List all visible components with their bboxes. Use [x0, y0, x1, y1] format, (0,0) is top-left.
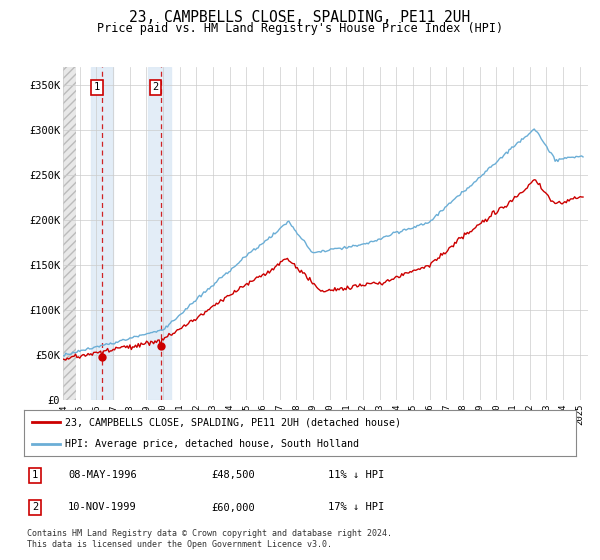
Text: 17% ↓ HPI: 17% ↓ HPI — [328, 502, 384, 512]
Bar — [63, 67, 76, 400]
Text: £48,500: £48,500 — [212, 470, 256, 480]
Text: 11% ↓ HPI: 11% ↓ HPI — [328, 470, 384, 480]
Text: 08-MAY-1996: 08-MAY-1996 — [68, 470, 137, 480]
Text: 2: 2 — [152, 82, 159, 92]
Text: 10-NOV-1999: 10-NOV-1999 — [68, 502, 137, 512]
Text: 1: 1 — [32, 470, 38, 480]
Text: HPI: Average price, detached house, South Holland: HPI: Average price, detached house, Sout… — [65, 439, 359, 449]
Text: 23, CAMPBELLS CLOSE, SPALDING, PE11 2UH: 23, CAMPBELLS CLOSE, SPALDING, PE11 2UH — [130, 10, 470, 25]
Text: Price paid vs. HM Land Registry's House Price Index (HPI): Price paid vs. HM Land Registry's House … — [97, 22, 503, 35]
Text: 2: 2 — [32, 502, 38, 512]
Text: £60,000: £60,000 — [212, 502, 256, 512]
Text: 23, CAMPBELLS CLOSE, SPALDING, PE11 2UH (detached house): 23, CAMPBELLS CLOSE, SPALDING, PE11 2UH … — [65, 417, 401, 427]
Text: 1: 1 — [94, 82, 100, 92]
Bar — [148, 67, 172, 400]
Text: Contains HM Land Registry data © Crown copyright and database right 2024.
This d: Contains HM Land Registry data © Crown c… — [27, 529, 392, 549]
Bar — [91, 67, 113, 400]
